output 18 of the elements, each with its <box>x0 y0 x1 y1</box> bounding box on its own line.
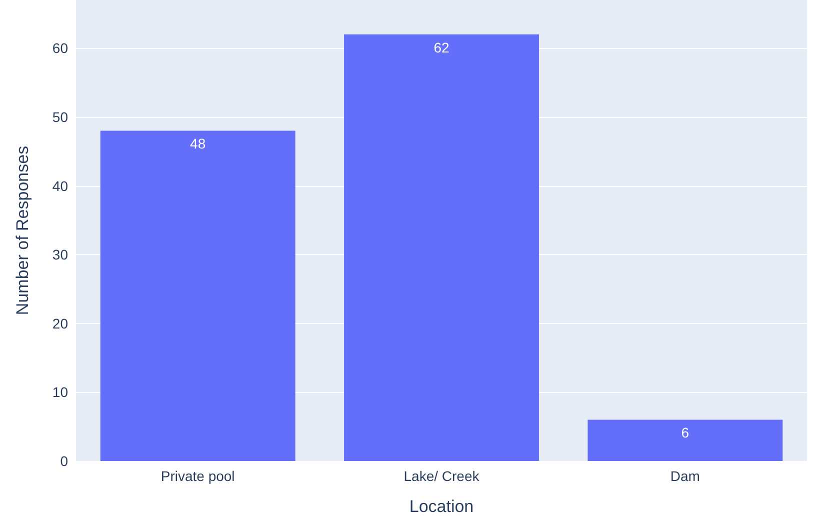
y-axis-title: Number of Responses <box>13 146 32 316</box>
data-label: 48 <box>190 136 206 152</box>
y-tick-label: 50 <box>52 108 68 125</box>
x-axis-title: Location <box>409 497 474 516</box>
y-tick-label: 40 <box>52 178 68 194</box>
bar <box>100 130 296 461</box>
data-label: 6 <box>681 424 690 441</box>
y-tick-label: 0 <box>60 453 68 469</box>
y-tick-label: 30 <box>52 246 68 263</box>
x-tick-label: Dam <box>670 468 700 484</box>
y-tick-label: 60 <box>52 40 68 56</box>
bar <box>344 34 539 461</box>
data-label: 62 <box>434 39 450 56</box>
bar <box>588 420 783 461</box>
y-tick-label: 10 <box>52 384 68 400</box>
x-tick-label: Lake/ Creek <box>404 468 480 484</box>
x-tick-label: Private pool <box>160 468 235 484</box>
y-tick-label: 20 <box>52 315 68 332</box>
